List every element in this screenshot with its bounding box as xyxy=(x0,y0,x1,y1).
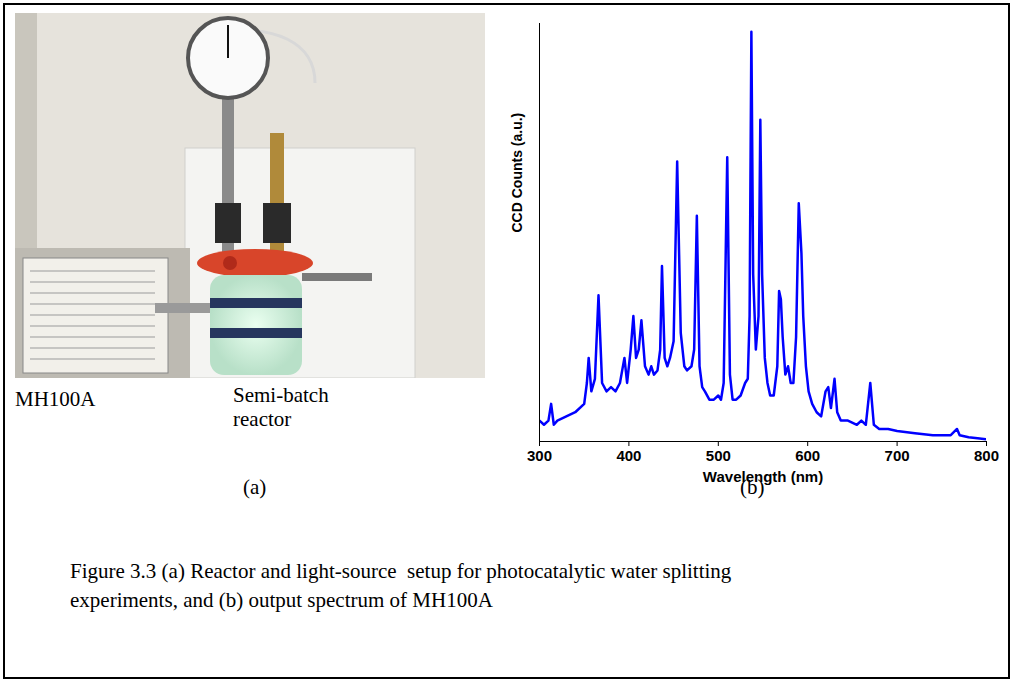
svg-text:400: 400 xyxy=(616,447,641,464)
svg-text:300: 300 xyxy=(527,447,552,464)
svg-text:CCD Counts (a.u.): CCD Counts (a.u.) xyxy=(509,113,525,233)
svg-text:800: 800 xyxy=(974,447,999,464)
svg-text:600: 600 xyxy=(795,447,820,464)
svg-text:500: 500 xyxy=(706,447,731,464)
svg-text:700: 700 xyxy=(885,447,910,464)
